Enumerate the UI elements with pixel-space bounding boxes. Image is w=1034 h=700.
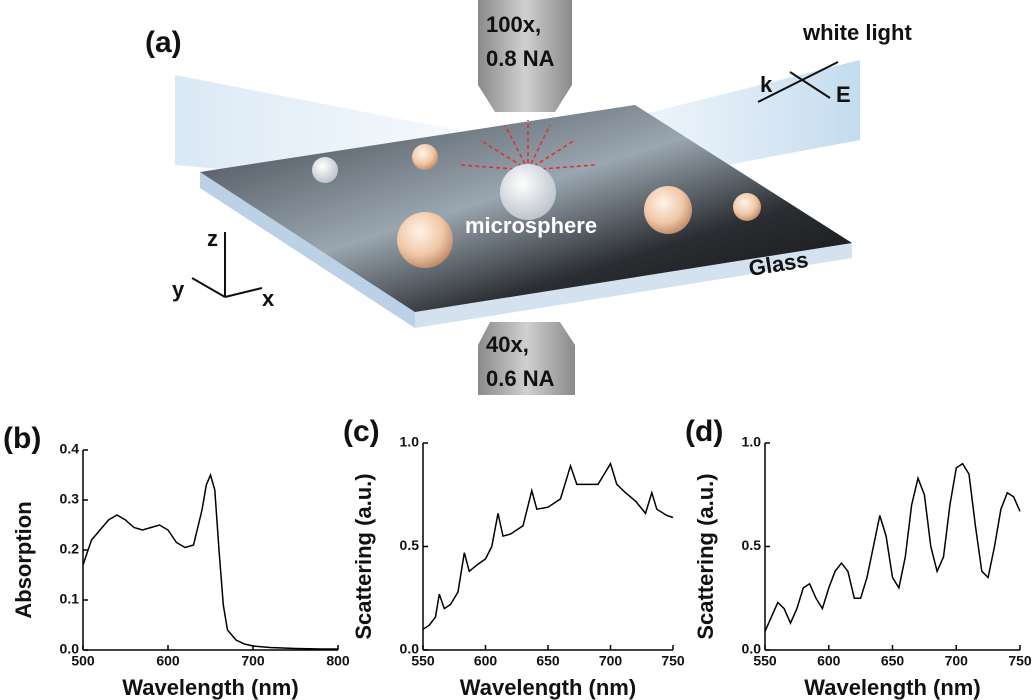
x-axis-label: Wavelength (nm) <box>804 675 980 700</box>
data-line <box>423 464 673 630</box>
objective-label: 40x, <box>486 332 529 357</box>
y-tick-label: 0.4 <box>60 441 80 457</box>
y-tick-label: 0.5 <box>400 537 420 553</box>
axis-label: z <box>207 226 218 251</box>
microsphere <box>500 164 556 220</box>
e-label: E <box>836 82 851 107</box>
particle-label: microsphere <box>465 213 597 238</box>
y-axis-label: Scattering (a.u.) <box>351 473 376 639</box>
x-axis-label: Wavelength (nm) <box>460 675 636 700</box>
panel-label: (d) <box>685 415 723 448</box>
panel-label: (c) <box>343 415 380 448</box>
objective-label: 0.6 NA <box>486 366 555 391</box>
x-tick-label: 700 <box>945 653 969 669</box>
x-tick-label: 650 <box>536 653 560 669</box>
x-tick-label: 700 <box>599 653 623 669</box>
light-label: white light <box>802 20 912 45</box>
y-tick-label: 0.3 <box>60 491 80 507</box>
x-tick-label: 550 <box>411 653 435 669</box>
x-tick-label: 800 <box>326 653 350 669</box>
microsphere <box>644 186 692 234</box>
x-tick-label: 600 <box>817 653 841 669</box>
microsphere <box>412 144 438 170</box>
x-tick-label: 500 <box>71 653 95 669</box>
data-line <box>765 464 1020 632</box>
panel-label: (b) <box>3 422 41 455</box>
y-axis-label: Absorption <box>11 501 36 618</box>
x-tick-label: 600 <box>474 653 498 669</box>
microsphere <box>312 157 338 183</box>
schematic: (a) 100x, 0.8 NA 40x, 0.6 NA white light… <box>145 0 912 395</box>
objective-label: 0.8 NA <box>486 46 555 71</box>
microsphere <box>397 212 453 268</box>
y-tick-label: 1.0 <box>742 434 762 450</box>
x-tick-label: 600 <box>156 653 180 669</box>
y-tick-label: 0.5 <box>742 537 762 553</box>
objective-tip <box>478 85 572 112</box>
x-tick-label: 750 <box>1008 653 1032 669</box>
k-label: k <box>760 72 773 97</box>
microsphere <box>733 193 761 221</box>
x-tick-label: 700 <box>241 653 265 669</box>
y-axis-label: Scattering (a.u.) <box>693 473 718 639</box>
data-line <box>83 475 338 649</box>
x-tick-label: 750 <box>661 653 685 669</box>
y-tick-label: 1.0 <box>400 434 420 450</box>
figure: (a) 100x, 0.8 NA 40x, 0.6 NA white light… <box>0 0 1034 700</box>
panel-label: (a) <box>145 26 182 59</box>
x-tick-label: 650 <box>881 653 905 669</box>
x-tick-label: 550 <box>753 653 777 669</box>
y-tick-label: 0.1 <box>60 591 80 607</box>
axis-label: y <box>172 277 185 302</box>
x-axis-label: Wavelength (nm) <box>122 675 298 700</box>
y-tick-label: 0.2 <box>60 541 80 557</box>
axis-label: x <box>262 286 275 311</box>
objective-label: 100x, <box>486 12 541 37</box>
